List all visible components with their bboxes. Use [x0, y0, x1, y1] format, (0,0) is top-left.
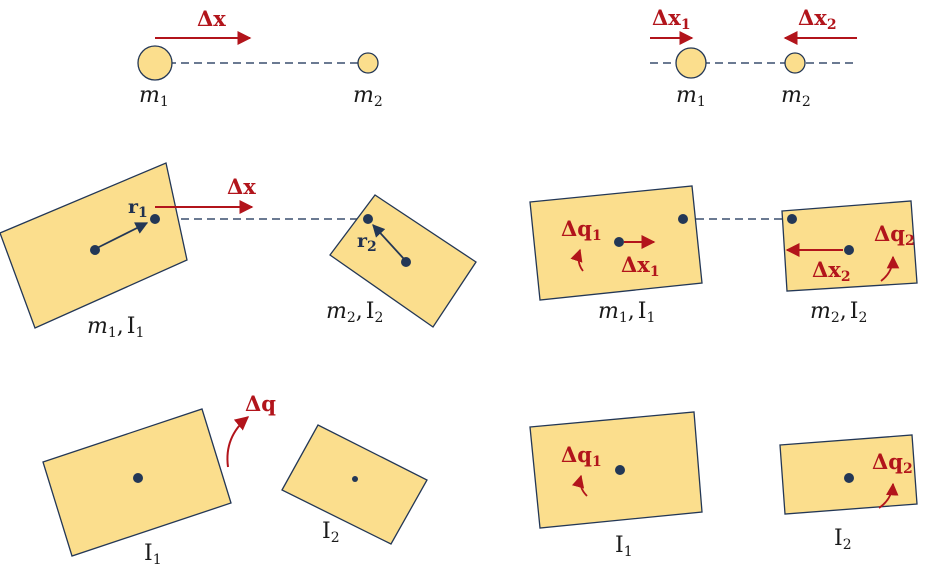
- rotation-q1-arrow: [570, 248, 584, 272]
- label-m1: m1: [139, 83, 169, 110]
- rotation-q2-arrow: [878, 482, 899, 509]
- label-m1: m1: [676, 83, 706, 110]
- delta-x-label: Δx: [227, 174, 256, 199]
- body1-attach-dot: [678, 214, 688, 224]
- r1-label: r1: [128, 196, 148, 221]
- delta-q1-label: Δq1: [561, 216, 602, 244]
- label-I2: I2: [834, 526, 852, 553]
- body1-center-dot: [615, 465, 625, 475]
- rotation-q1-arrow: [571, 474, 588, 497]
- body2-center-dot: [844, 245, 854, 255]
- r2-arrow: [372, 224, 405, 260]
- rigid-body-2: [281, 424, 428, 545]
- body1-center-dot: [614, 237, 624, 247]
- body2-attach-dot: [363, 214, 373, 224]
- delta-x1-label: Δx1: [652, 5, 691, 33]
- panel-particles-split-delta: Δx1 Δx2 m1 m2: [650, 5, 858, 110]
- delta-q-label: Δq: [245, 391, 276, 416]
- body2-attach-dot: [787, 214, 797, 224]
- label-I1: I1: [144, 541, 162, 568]
- body2-center-dot: [844, 473, 854, 483]
- panel-particles-single-delta: Δx m1 m2: [137, 6, 383, 110]
- body1-attach-dot: [150, 214, 160, 224]
- label-m1-I1: m1, I1: [598, 299, 655, 326]
- panel-rigid-bodies-split-delta: Δx1 Δx2 Δq1 Δq2 m1, I1 m2, I2: [529, 185, 918, 326]
- delta-x-label: Δx: [197, 6, 226, 31]
- delta-x2-label: Δx2: [812, 257, 851, 285]
- delta-q2-label: Δq2: [872, 449, 913, 477]
- label-m2: m2: [353, 83, 383, 110]
- r1-arrow: [96, 222, 149, 249]
- panel-rotation-split-delta: Δq1 Δq2 I1 I2: [529, 411, 918, 560]
- body1-center-dot: [133, 473, 143, 483]
- particle-m1: [137, 45, 173, 81]
- label-m1-I1: m1, I1: [87, 314, 144, 341]
- particle-m2: [784, 52, 806, 74]
- label-I1: I1: [615, 533, 633, 560]
- body2-center-dot: [352, 476, 358, 482]
- label-m2-I2: m2, I2: [326, 299, 383, 326]
- delta-x2-label: Δx2: [798, 5, 837, 33]
- delta-q2-label: Δq2: [874, 221, 915, 249]
- label-I2: I2: [322, 519, 340, 546]
- panel-rigid-bodies-single-delta: r1 r2 Δx m1, I1 m2, I2: [0, 162, 477, 341]
- r2-label: r2: [357, 230, 377, 255]
- rotation-q2-arrow: [880, 255, 900, 282]
- particle-m1: [675, 47, 707, 79]
- label-m2-I2: m2, I2: [810, 299, 867, 326]
- delta-q1-label: Δq1: [561, 442, 602, 470]
- particle-m2: [357, 52, 379, 74]
- body2-center-dot: [401, 257, 411, 267]
- label-m2: m2: [781, 83, 811, 110]
- rotation-q-arrow: [226, 416, 250, 468]
- delta-x1-label: Δx1: [621, 252, 660, 280]
- panel-rotation-single-delta: Δq I1 I2: [42, 391, 428, 568]
